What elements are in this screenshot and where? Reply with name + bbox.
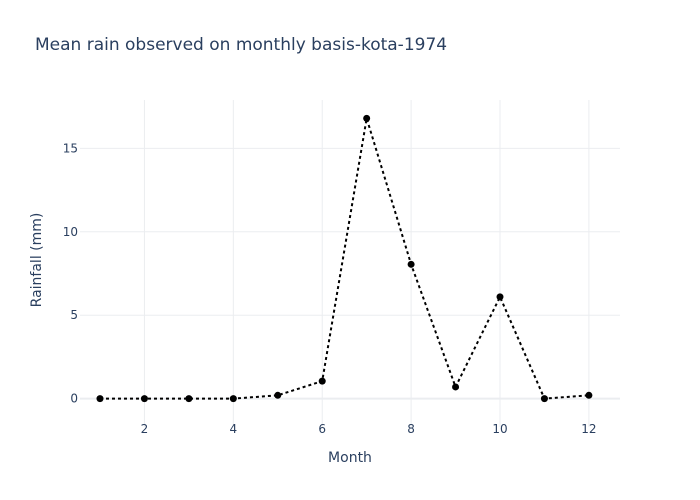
x-axis-title: Month bbox=[328, 450, 372, 466]
data-point bbox=[140, 395, 148, 403]
data-point bbox=[185, 395, 193, 403]
data-point bbox=[540, 395, 548, 403]
y-tick-label: 10 bbox=[63, 225, 78, 239]
series-line bbox=[100, 118, 589, 400]
data-point bbox=[452, 383, 460, 391]
x-tick-label: 12 bbox=[581, 422, 596, 436]
data-point bbox=[96, 395, 104, 403]
data-point bbox=[407, 260, 415, 268]
x-tick-label: 8 bbox=[407, 422, 415, 436]
y-axis-title: Rainfall (mm) bbox=[29, 213, 45, 308]
data-point bbox=[363, 114, 371, 122]
y-tick-label: 5 bbox=[70, 308, 78, 322]
y-tick-label: 15 bbox=[63, 141, 78, 155]
x-tick-label: 4 bbox=[230, 422, 238, 436]
data-point bbox=[274, 391, 282, 399]
grid-lines bbox=[80, 100, 620, 427]
data-point bbox=[229, 395, 237, 403]
x-tick-label: 6 bbox=[318, 422, 326, 436]
data-point bbox=[585, 391, 593, 399]
x-tick-label: 10 bbox=[492, 422, 507, 436]
x-axis-ticks: 2 4 6 8 10 12 bbox=[141, 422, 597, 436]
y-tick-label: 0 bbox=[70, 392, 78, 406]
y-axis-ticks: 0 5 10 15 bbox=[63, 141, 78, 405]
data-point bbox=[318, 377, 326, 385]
chart-title: Mean rain observed on monthly basis-kota… bbox=[35, 35, 447, 55]
rainfall-series bbox=[96, 114, 593, 403]
x-tick-label: 2 bbox=[141, 422, 149, 436]
data-point bbox=[496, 293, 504, 301]
